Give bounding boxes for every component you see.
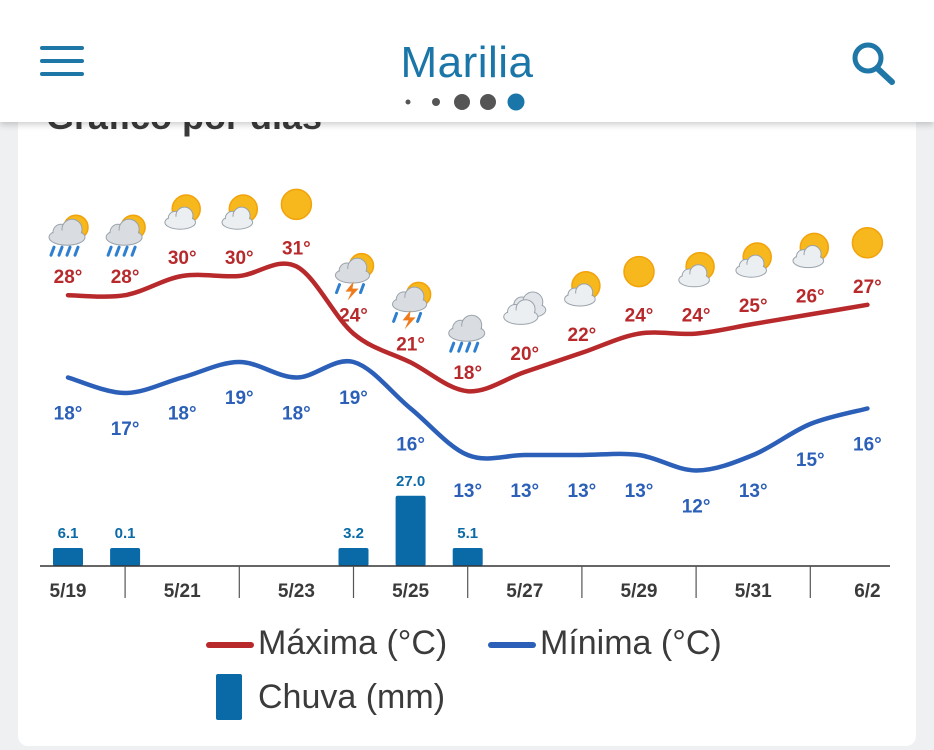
sun-icon	[851, 227, 884, 259]
partly-sunny-icon	[164, 194, 201, 230]
max-temp-label: 26°	[796, 286, 825, 307]
partly-cloudy-icon	[564, 271, 601, 307]
rain-cloud-icon	[105, 214, 146, 257]
max-temp-label: 30°	[225, 248, 254, 269]
min-temp-label: 18°	[54, 404, 83, 425]
x-tick-label: 5/23	[278, 581, 315, 602]
rain-value-label: 0.1	[115, 525, 136, 542]
min-temp-label: 16°	[853, 435, 882, 456]
max-temp-label: 30°	[168, 248, 197, 269]
rain-cloud-icon	[48, 214, 89, 257]
max-temp-line	[65, 261, 870, 394]
min-temp-label: 18°	[168, 404, 197, 425]
rain-value-label: 27.0	[396, 473, 425, 490]
x-tick-label: 5/29	[621, 581, 658, 602]
sun-icon	[623, 255, 655, 288]
x-tick-label: 5/19	[50, 581, 87, 602]
rain-bar	[110, 548, 141, 566]
menu-button[interactable]	[38, 44, 86, 80]
rain-bar	[452, 548, 483, 566]
max-temp-label: 24°	[682, 306, 711, 327]
hamburger-menu-icon	[40, 59, 84, 63]
min-temp-label: 12°	[682, 497, 711, 518]
legend-min-label[interactable]: Mínima (°C)	[540, 624, 722, 662]
city-title: Marilia	[400, 38, 534, 87]
legend-rain-label[interactable]: Chuva (mm)	[258, 678, 446, 716]
max-temp-label: 18°	[453, 363, 482, 384]
sun-icon	[280, 188, 313, 221]
rain-cloud-icon	[448, 314, 486, 353]
hamburger-menu-icon	[40, 72, 84, 76]
page-indicator[interactable]	[402, 92, 532, 112]
x-tick-label: 6/2	[854, 581, 880, 602]
max-temp-label: 28°	[111, 267, 140, 288]
partly-sunny-icon	[735, 242, 772, 278]
partly-sunny-icon	[792, 232, 830, 269]
max-temp-label: 24°	[339, 306, 368, 327]
min-temp-label: 13°	[625, 481, 654, 502]
min-temp-label: 15°	[796, 450, 825, 471]
partly-sunny-icon	[221, 194, 259, 230]
thunderstorm-icon	[392, 281, 432, 330]
x-tick-label: 5/27	[506, 581, 543, 602]
rain-bar	[338, 548, 369, 566]
x-tick-label: 5/31	[735, 581, 772, 602]
rain-value-label: 3.2	[343, 525, 364, 542]
rain-bar	[53, 548, 83, 566]
rain-value-label: 5.1	[457, 525, 478, 542]
max-temp-label: 31°	[282, 238, 311, 259]
rain-bar	[395, 495, 426, 566]
min-temp-label: 18°	[282, 404, 311, 425]
min-temp-label: 19°	[225, 388, 254, 409]
min-temp-line	[65, 358, 870, 473]
rain-value-label: 6.1	[58, 525, 79, 542]
min-temp-label: 19°	[339, 388, 368, 409]
x-tick-label: 5/25	[392, 581, 429, 602]
min-temp-label: 13°	[453, 481, 482, 502]
app-header: Marilia	[0, 0, 934, 122]
max-temp-label: 24°	[625, 306, 654, 327]
max-temp-label: 28°	[54, 267, 83, 288]
partly-sunny-icon	[678, 251, 715, 288]
max-temp-label: 22°	[568, 325, 597, 346]
min-temp-label: 13°	[510, 481, 539, 502]
min-temp-label: 17°	[111, 419, 140, 440]
cloud-icon	[503, 291, 547, 325]
x-tick-label: 5/21	[164, 581, 201, 602]
search-button[interactable]	[848, 40, 898, 86]
max-temp-label: 21°	[396, 334, 425, 355]
min-temp-label: 13°	[739, 481, 768, 502]
search-icon	[852, 42, 895, 85]
max-temp-label: 25°	[739, 296, 768, 317]
thunderstorm-icon	[334, 252, 375, 301]
min-temp-label: 16°	[396, 435, 425, 456]
chart-card: Gráfico por dias	[18, 110, 916, 746]
max-temp-label: 20°	[510, 344, 539, 365]
min-temp-label: 13°	[568, 481, 597, 502]
max-temp-label: 27°	[853, 277, 882, 298]
legend-max-label[interactable]: Máxima (°C)	[258, 624, 448, 662]
hamburger-menu-icon	[40, 46, 84, 50]
